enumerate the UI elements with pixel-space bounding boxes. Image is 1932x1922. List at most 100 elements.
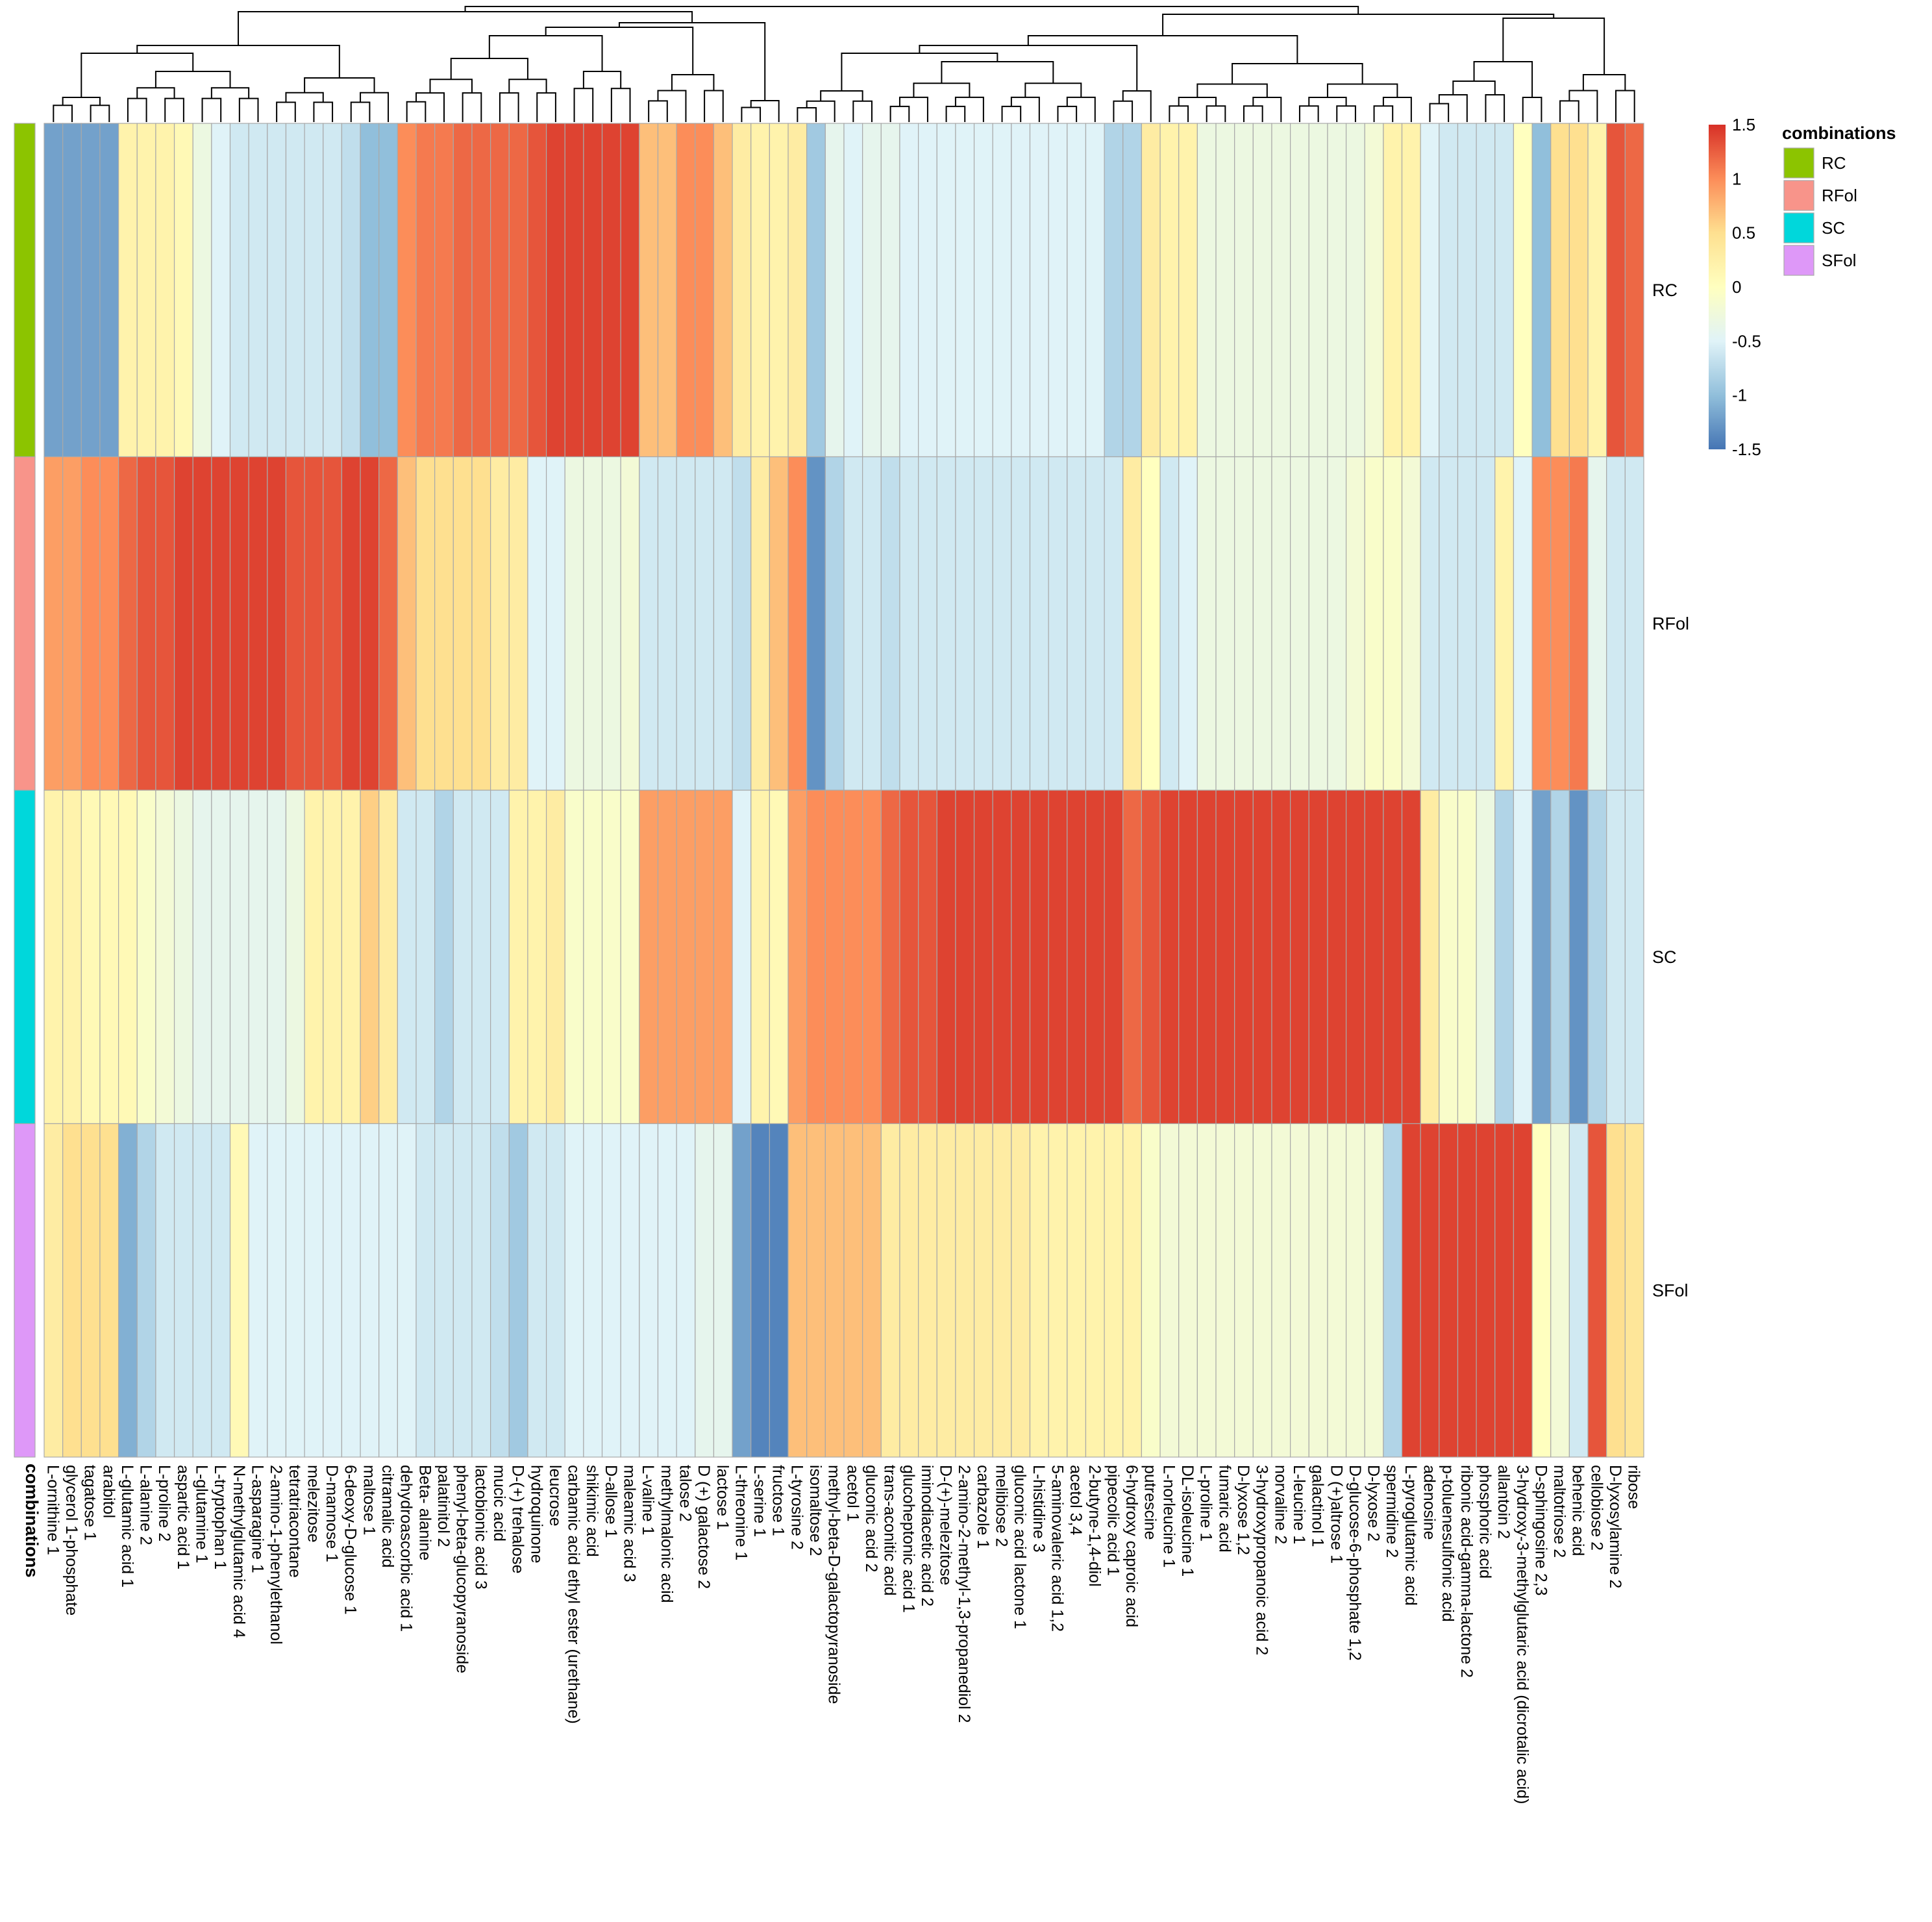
column-label: L-alanine 2 (137, 1465, 155, 1545)
heatmap-cell (1290, 456, 1309, 791)
heatmap-cells (43, 123, 1644, 1458)
heatmap-cell (676, 790, 696, 1125)
heatmap-cell (527, 456, 547, 791)
dendrogram-branch (238, 11, 693, 45)
column-label: ribose (1625, 1465, 1643, 1509)
heatmap-cell (1420, 1123, 1440, 1458)
heatmap-cell (1624, 1123, 1644, 1458)
heatmap-cell (1568, 1123, 1589, 1458)
dendrogram-branch (618, 22, 766, 101)
column-label: D-lyxosylamine 2 (1606, 1465, 1624, 1588)
row-label: SC (1652, 947, 1677, 967)
column-label: 2-amino-1-phenylethanol (267, 1465, 285, 1645)
heatmap-cell (80, 1123, 101, 1458)
heatmap-cell (99, 790, 119, 1125)
dendrogram-branch (429, 79, 473, 94)
heatmap-cell (1271, 790, 1291, 1125)
heatmap-cell (1606, 123, 1626, 458)
heatmap-cell (118, 456, 138, 791)
column-label: arabitol (99, 1465, 118, 1518)
heatmap-cell (1550, 1123, 1570, 1458)
heatmap-cell (1122, 790, 1143, 1125)
heatmap-cell (1550, 456, 1570, 791)
column-label: shikimic acid (583, 1465, 601, 1557)
heatmap-cell (583, 456, 603, 791)
heatmap-cell (601, 1123, 621, 1458)
heatmap-cell (80, 790, 101, 1125)
dendrogram-branch (406, 101, 427, 122)
dendrogram-branch (1326, 83, 1398, 97)
heatmap-cell (862, 790, 882, 1125)
heatmap-cell (750, 790, 770, 1125)
heatmap-cell (564, 456, 584, 791)
dendrogram-branch (53, 105, 73, 122)
dendrogram-branch (304, 77, 375, 93)
legend-label: RC (1822, 153, 1846, 173)
heatmap-cell (601, 790, 621, 1125)
heatmap-cell (843, 790, 863, 1125)
heatmap-cell (639, 1123, 659, 1458)
column-label: carbamic acid ethyl ester (urethane) (565, 1465, 583, 1724)
heatmap-cell (824, 1123, 845, 1458)
heatmap-cell (1196, 790, 1217, 1125)
heatmap-cell (1531, 790, 1552, 1125)
heatmap-cell (378, 123, 398, 458)
heatmap-cell (360, 456, 380, 791)
dendrogram-branch (155, 71, 231, 88)
heatmap-cell (1141, 1123, 1161, 1458)
column-label: spermidine 2 (1383, 1465, 1401, 1558)
column-label: D-(+) trehalose (509, 1465, 527, 1573)
dendrogram-branch (499, 92, 519, 122)
heatmap-cell (229, 790, 249, 1125)
dendrogram-branch (1024, 82, 1082, 97)
heatmap-cell (490, 1123, 510, 1458)
heatmap-cell (1606, 1123, 1626, 1458)
scale-tick-label: 0 (1732, 277, 1741, 297)
heatmap-cell (1494, 790, 1515, 1125)
column-label: L-threonine 1 (732, 1465, 750, 1560)
column-label: L-pyroglutamic acid (1402, 1465, 1420, 1606)
heatmap-cell (1085, 456, 1105, 791)
heatmap-cell (732, 790, 752, 1125)
heatmap-cell (824, 456, 845, 791)
heatmap-cell (732, 123, 752, 458)
heatmap-cell (267, 456, 287, 791)
heatmap-cell (955, 790, 975, 1125)
heatmap-cell (173, 123, 193, 458)
heatmap-cell (1550, 790, 1570, 1125)
heatmap-cell (508, 456, 528, 791)
heatmap-cell (1531, 1123, 1552, 1458)
heatmap-cell (936, 1123, 956, 1458)
column-label: D-mannose 1 (323, 1465, 341, 1562)
column-label: fumaric acid (1215, 1465, 1233, 1553)
dendrogram-branch (820, 90, 863, 101)
heatmap-cell (118, 790, 138, 1125)
heatmap-cell (564, 123, 584, 458)
column-label: N-methylglutamic acid 4 (230, 1465, 248, 1638)
column-label: ribonic acid-gamma-lactone 2 (1457, 1465, 1476, 1678)
dendrogram-branch (1169, 105, 1189, 122)
heatmap-cell (360, 790, 380, 1125)
column-label: talose 2 (676, 1465, 694, 1522)
heatmap-cell (452, 1123, 473, 1458)
heatmap-cell (564, 790, 584, 1125)
column-label: phenyl-beta-glucopyranoside (453, 1465, 471, 1673)
heatmap-cell (229, 123, 249, 458)
column-label: norvaline 2 (1271, 1465, 1289, 1544)
heatmap-cell (341, 456, 361, 791)
heatmap-cell (1104, 790, 1124, 1125)
dendrogram-branch (610, 88, 631, 122)
heatmap-cell (62, 790, 82, 1125)
heatmap-cell (1252, 790, 1272, 1125)
scale-tick-label: 0.5 (1732, 223, 1755, 243)
heatmap-cell (1011, 123, 1031, 458)
heatmap-cell (1513, 456, 1533, 791)
heatmap-cell (248, 456, 268, 791)
heatmap-cell (936, 456, 956, 791)
heatmap-cell (155, 456, 175, 791)
heatmap-cell (750, 1123, 770, 1458)
heatmap-cell (490, 123, 510, 458)
column-label: 6-deoxy-D-glucose 1 (341, 1465, 360, 1615)
heatmap-cell (378, 1123, 398, 1458)
heatmap-cell (62, 123, 82, 458)
